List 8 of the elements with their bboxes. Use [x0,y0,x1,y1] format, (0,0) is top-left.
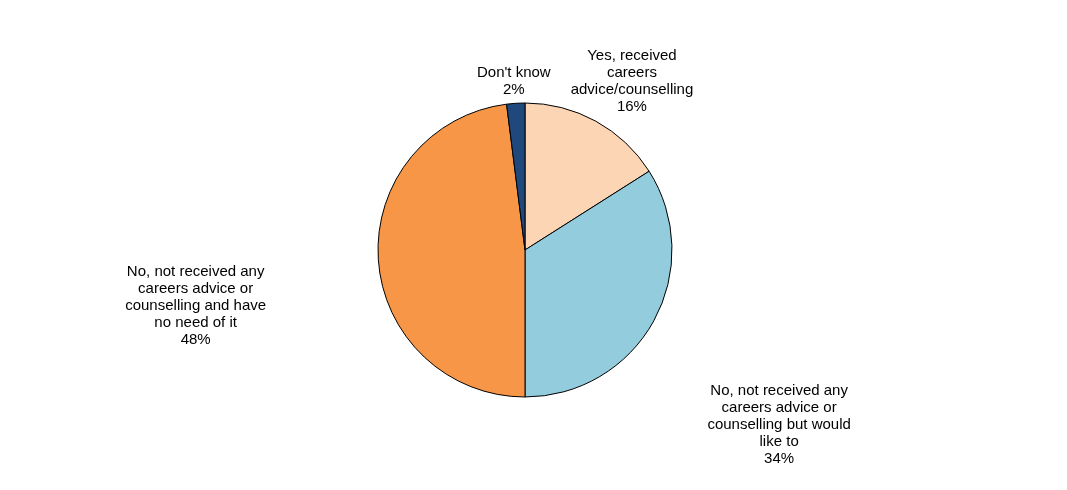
data-label: 2% [502,80,525,98]
slice-label: No, not received any careers advice or counselling and have no need of it [125,261,267,330]
slice-label: Yes, received careers advice/counselling [570,46,694,98]
slice-label: Don't know [476,63,551,81]
data-label: 16% [616,97,647,115]
data-label: 34% [764,448,795,466]
data-label: 48% [180,329,211,347]
slice-label: No, not received any careers advice or counselling but would like to [707,380,851,449]
